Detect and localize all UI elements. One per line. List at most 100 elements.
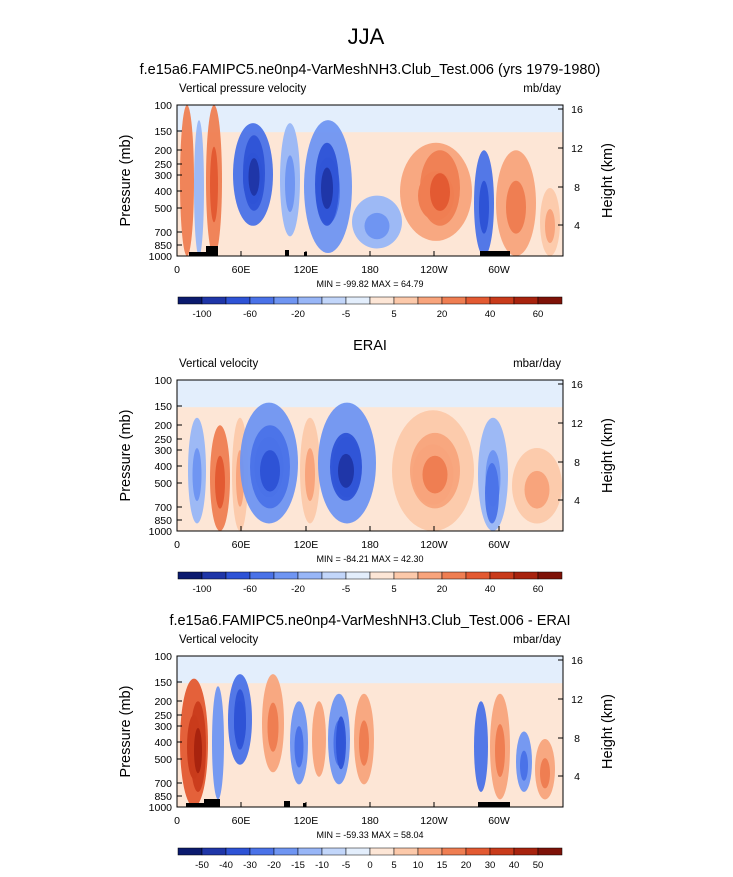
longitude-tick-label: 180: [361, 539, 379, 551]
colorbar-swatch: [441, 847, 467, 856]
height-tick-label: 12: [571, 418, 583, 430]
variable-label: Vertical pressure velocity: [179, 83, 306, 95]
field-contours: [180, 105, 560, 256]
topography-mask: [206, 246, 218, 256]
longitude-tick-label: 120W: [420, 264, 448, 276]
contour-core: [321, 167, 333, 210]
longitude-tick-label: 120W: [420, 539, 448, 551]
colorbar-swatch: [369, 571, 395, 580]
panel-difference: Vertical velocity mbar/day100150200250300…: [118, 634, 616, 871]
pressure-tick-label: 500: [154, 203, 172, 215]
colorbar-label: -30: [243, 860, 257, 871]
colorbar-swatch: [465, 847, 491, 856]
colorbar-label: -20: [267, 860, 281, 871]
y-axis-label: Pressure (mb): [118, 410, 134, 502]
longitude-tick-label: 180: [361, 264, 379, 276]
colorbar-swatch: [177, 571, 203, 580]
colorbar-label: -50: [195, 860, 209, 871]
colorbar-swatch: [345, 571, 371, 580]
colorbar-label: -60: [243, 309, 257, 320]
contour-core: [359, 720, 369, 766]
colorbar-swatch: [321, 571, 347, 580]
contour-core: [215, 455, 225, 509]
pressure-tick-label: 100: [154, 375, 172, 387]
colorbar-label: -10: [315, 860, 329, 871]
contour-core: [267, 702, 279, 752]
colorbar-swatch: [297, 571, 323, 580]
topography-mask: [480, 251, 510, 256]
longitude-tick-label: 60W: [488, 264, 510, 276]
contour-region: [180, 105, 194, 256]
colorbar-swatch: [201, 847, 227, 856]
colorbar-label: 5: [391, 584, 396, 595]
colorbar-swatch: [417, 296, 443, 305]
colorbar-label: 40: [485, 309, 496, 320]
colorbar-label: -5: [342, 860, 350, 871]
y2-axis-label: Height (km): [600, 694, 616, 769]
pressure-tick-label: 850: [154, 515, 172, 527]
height-tick-label: 8: [574, 733, 580, 745]
longitude-tick-label: 60E: [232, 815, 251, 827]
colorbar-swatch: [249, 571, 275, 580]
colorbar-swatch: [537, 571, 563, 580]
topography-mask: [478, 802, 510, 807]
height-tick-label: 12: [571, 694, 583, 706]
colorbar-label: 10: [413, 860, 424, 871]
height-tick-label: 4: [574, 220, 580, 232]
topography-mask: [204, 799, 220, 807]
colorbar-swatch: [345, 296, 371, 305]
min-max-stats: MIN = -59.33 MAX = 58.04: [316, 830, 423, 840]
colorbar-label: 30: [485, 860, 496, 871]
colorbar-label: 20: [461, 860, 472, 871]
min-max-stats: MIN = -84.21 MAX = 42.30: [316, 554, 423, 564]
colorbar-swatch: [513, 847, 539, 856]
colorbar-label: -100: [192, 309, 211, 320]
colorbar-swatch: [249, 296, 275, 305]
variable-label: Vertical velocity: [179, 634, 259, 646]
colorbar-label: -20: [291, 309, 305, 320]
pressure-tick-label: 1000: [149, 802, 173, 814]
contour-region: [474, 701, 488, 792]
pressure-tick-label: 250: [154, 159, 172, 171]
colorbar-swatch: [537, 847, 563, 856]
colorbar-label: -20: [291, 584, 305, 595]
colorbar-swatch: [537, 296, 563, 305]
colorbar-swatch: [489, 847, 515, 856]
height-tick-label: 12: [571, 143, 583, 155]
y-axis-label: Pressure (mb): [118, 686, 134, 778]
contour-core: [545, 209, 555, 244]
pressure-tick-label: 700: [154, 502, 172, 514]
colorbar-swatch: [369, 296, 395, 305]
units-label: mb/day: [523, 83, 561, 95]
pressure-tick-label: 150: [154, 401, 172, 413]
colorbar-swatch: [225, 571, 251, 580]
colorbar-swatch: [441, 571, 467, 580]
longitude-tick-label: 60E: [232, 539, 251, 551]
colorbar-label: -5: [342, 309, 350, 320]
pressure-tick-label: 500: [154, 478, 172, 490]
colorbar-label: 20: [437, 584, 448, 595]
contour-core: [294, 726, 304, 768]
colorbar-swatch: [249, 847, 275, 856]
height-tick-label: 4: [574, 495, 580, 507]
pressure-tick-label: 250: [154, 710, 172, 722]
contour-core: [364, 212, 390, 240]
pressure-tick-label: 400: [154, 737, 172, 749]
colorbar-label: 0: [367, 860, 372, 871]
pressure-tick-label: 1000: [149, 526, 173, 538]
colorbar-swatch: [225, 296, 251, 305]
colorbar-label: 20: [437, 309, 448, 320]
panel-erai: Vertical velocity mbar/day100150200250300…: [118, 358, 616, 595]
pressure-tick-label: 250: [154, 434, 172, 446]
colorbar-label: 50: [533, 860, 544, 871]
field-contours: [188, 402, 562, 531]
contour-core: [305, 448, 315, 502]
contour-core: [338, 453, 354, 488]
pressure-tick-label: 200: [154, 420, 172, 432]
colorbar-swatch: [393, 296, 419, 305]
pressure-tick-label: 850: [154, 240, 172, 252]
contour-region: [212, 686, 224, 800]
y2-axis-label: Height (km): [600, 418, 616, 493]
pressure-tick-label: 400: [154, 461, 172, 473]
